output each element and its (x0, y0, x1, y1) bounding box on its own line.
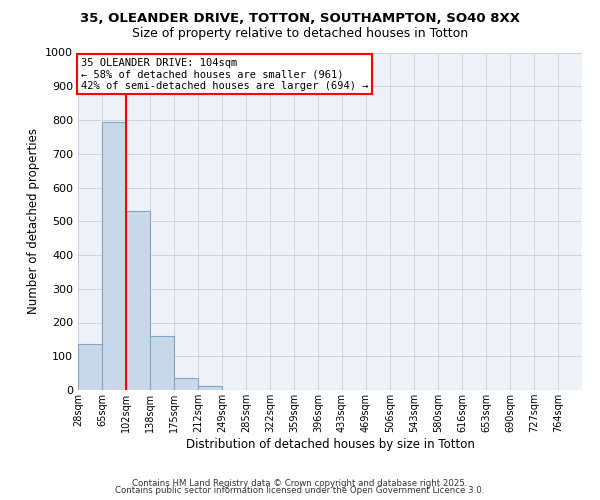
Bar (79, 344, 101, 390)
Text: 35 OLEANDER DRIVE: 104sqm
← 58% of detached houses are smaller (961)
42% of semi: 35 OLEANDER DRIVE: 104sqm ← 58% of detac… (80, 58, 368, 91)
Text: Size of property relative to detached houses in Totton: Size of property relative to detached ho… (132, 28, 468, 40)
Text: Contains HM Land Registry data © Crown copyright and database right 2025.: Contains HM Land Registry data © Crown c… (132, 478, 468, 488)
Bar (151, 336, 173, 390)
Y-axis label: Number of detached properties: Number of detached properties (26, 128, 40, 314)
X-axis label: Distribution of detached houses by size in Totton: Distribution of detached houses by size … (185, 438, 475, 451)
Text: 35, OLEANDER DRIVE, TOTTON, SOUTHAMPTON, SO40 8XX: 35, OLEANDER DRIVE, TOTTON, SOUTHAMPTON,… (80, 12, 520, 26)
Text: Contains public sector information licensed under the Open Government Licence 3.: Contains public sector information licen… (115, 486, 485, 495)
Bar (199, 386, 221, 390)
Bar (175, 378, 197, 390)
Bar (103, 122, 125, 390)
Bar (127, 211, 149, 390)
